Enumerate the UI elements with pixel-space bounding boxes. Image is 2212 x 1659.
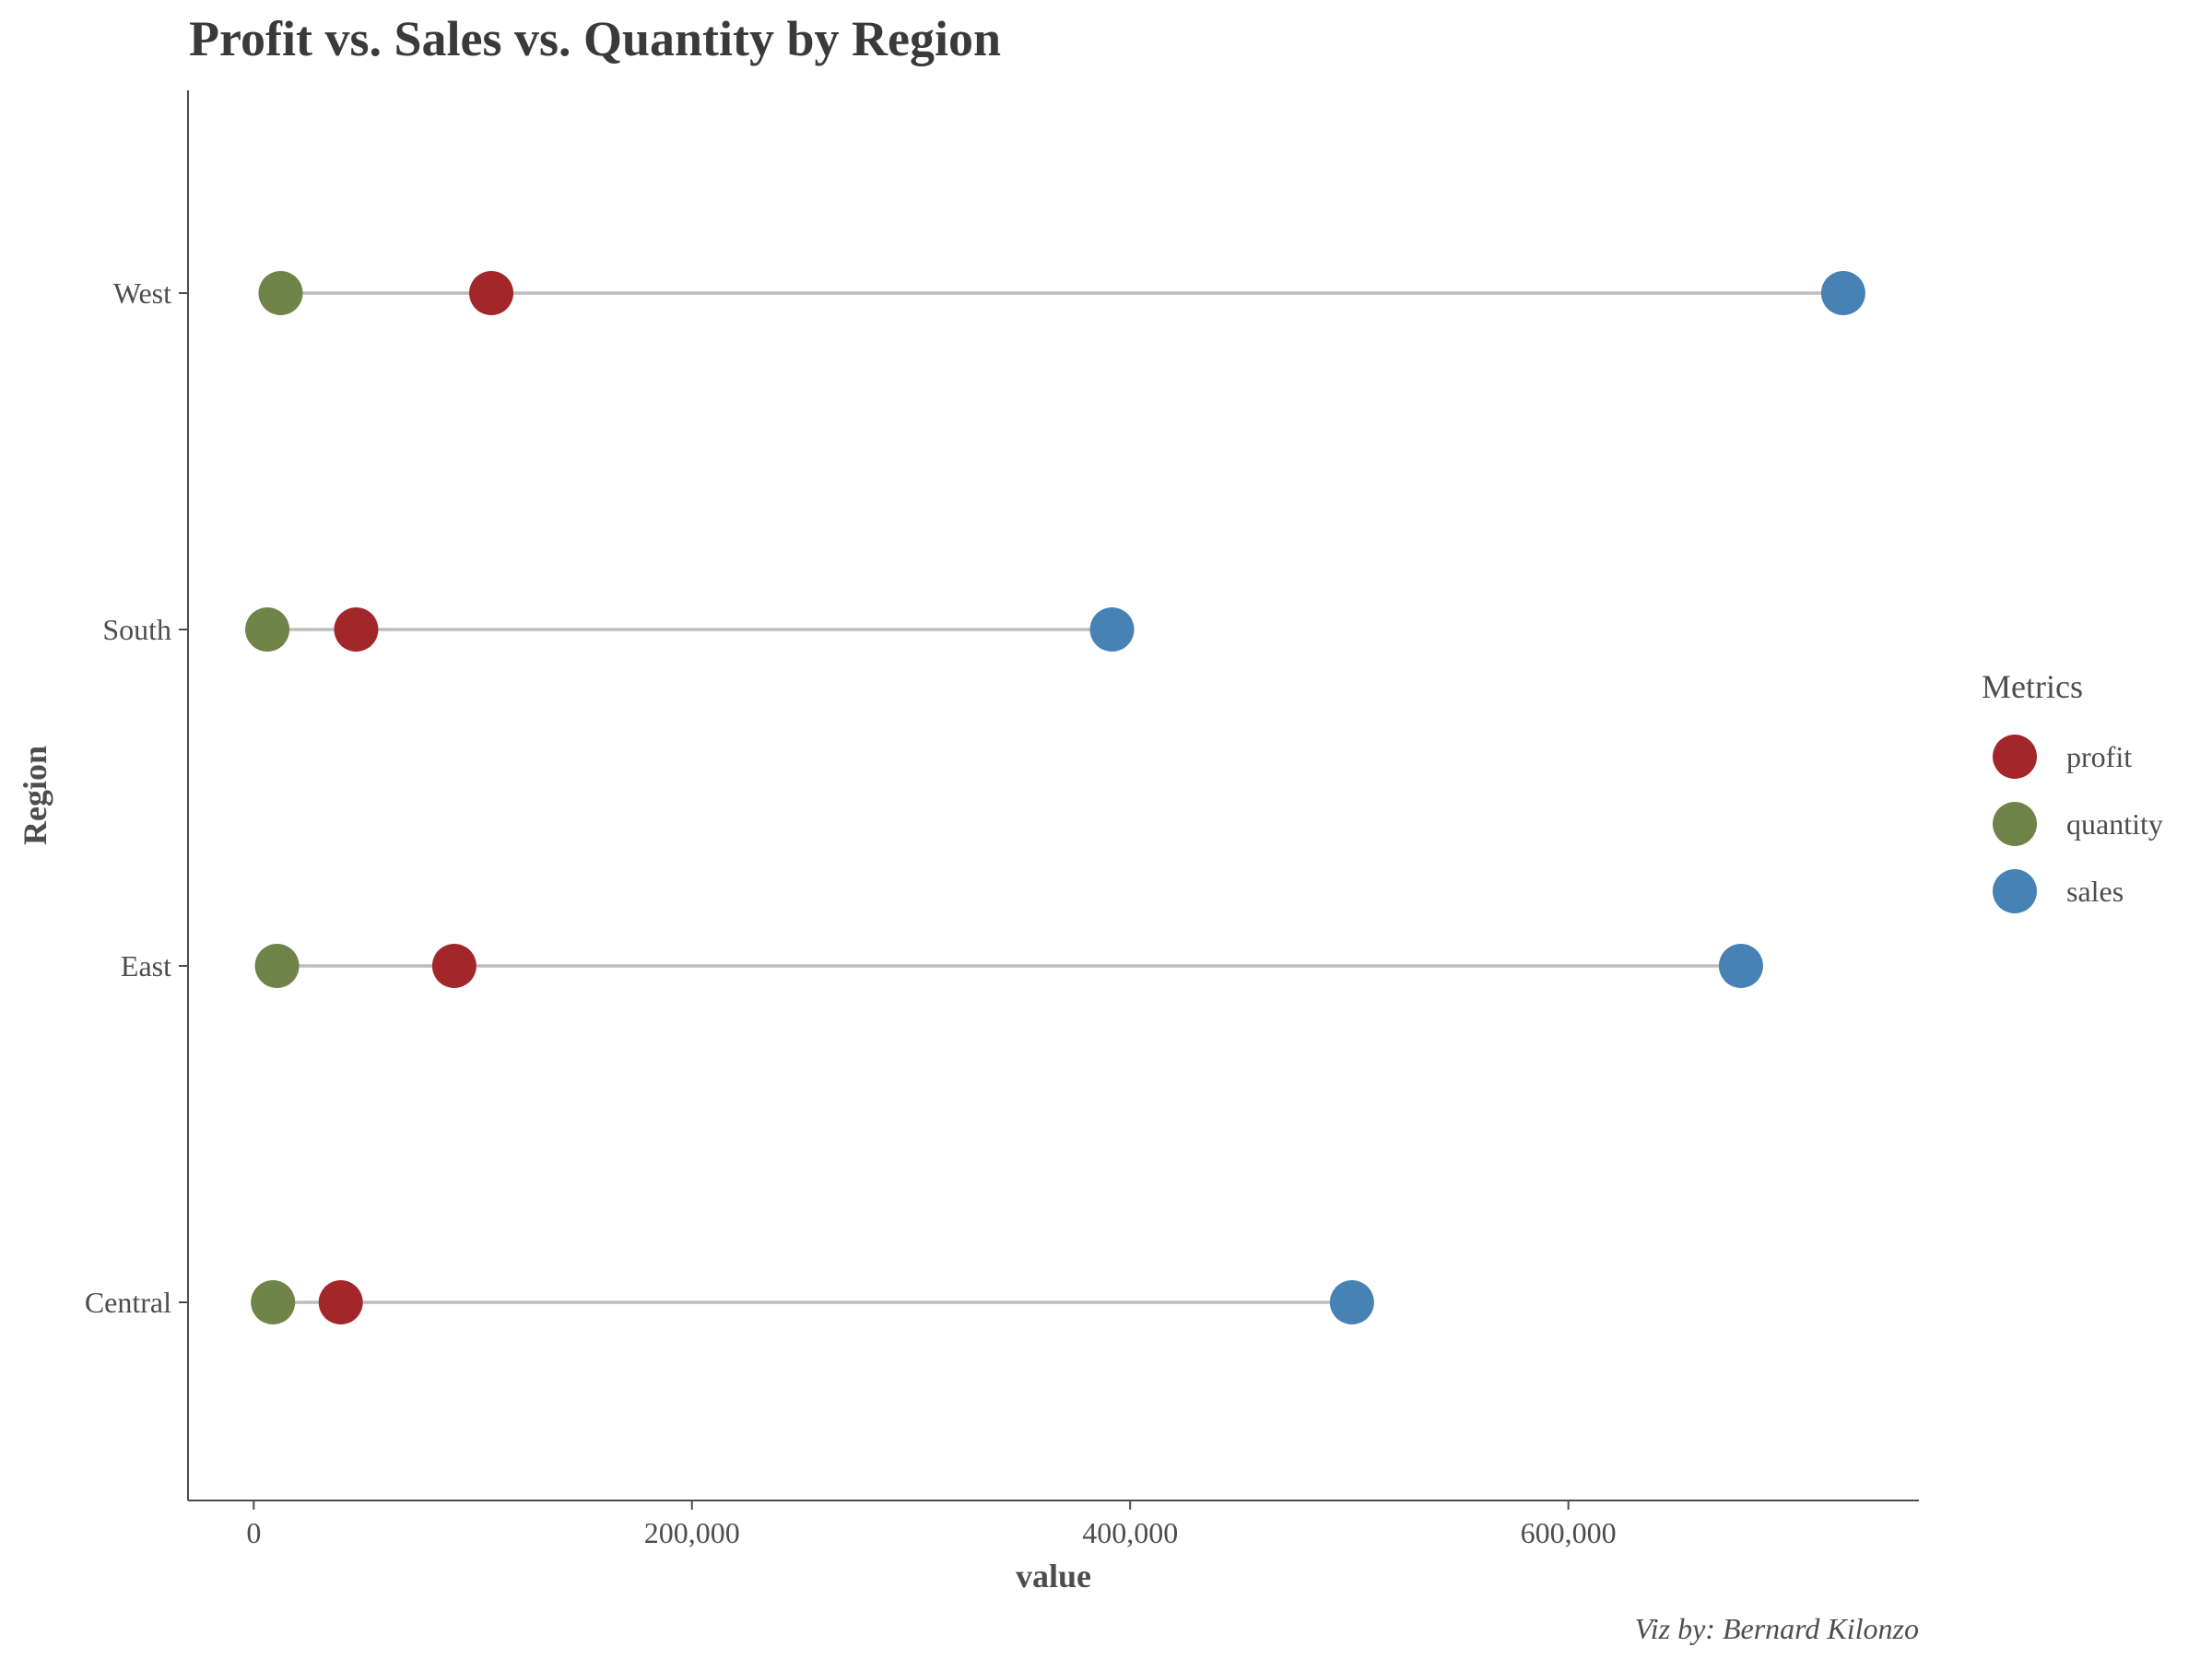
chart-title: Profit vs. Sales vs. Quantity by Region (189, 11, 1001, 66)
legend-key-profit (1993, 735, 2037, 779)
legend-title: Metrics (1982, 668, 2083, 705)
x-tick-label: 400,000 (1082, 1516, 1178, 1549)
legend-label-sales: sales (2066, 875, 2124, 908)
y-tick-label: East (121, 949, 171, 982)
legend-key-quantity (1993, 802, 2037, 846)
x-tick-label: 0 (246, 1516, 261, 1549)
legend: Metrics profit quantity sales (1982, 668, 2163, 913)
y-axis-title: Region (17, 746, 53, 845)
quantity-point (254, 944, 300, 988)
sales-point (1820, 271, 1865, 315)
x-tick-label: 600,000 (1521, 1516, 1617, 1549)
profit-point (318, 1280, 363, 1324)
x-axis: 0 200,000 400,000 600,000 (246, 1500, 1617, 1549)
profit-point (334, 607, 379, 652)
x-axis-title: value (1016, 1558, 1091, 1594)
legend-label-quantity: quantity (2066, 807, 2163, 841)
caption: Viz by: Bernard Kilonzo (1635, 1612, 1919, 1645)
sales-point (1089, 607, 1135, 652)
y-tick-label: Central (85, 1286, 171, 1319)
profit-point (469, 271, 514, 315)
y-tick-label: West (113, 276, 171, 310)
x-tick-label: 200,000 (644, 1516, 740, 1549)
legend-items: profit quantity sales (1993, 735, 2163, 913)
quantity-point (258, 271, 303, 315)
profit-point (431, 944, 477, 988)
data-points (245, 271, 1865, 1324)
sales-point (1329, 1280, 1374, 1324)
range-segments (267, 291, 1843, 1304)
plot-area (245, 271, 1865, 1324)
quantity-point (251, 1280, 296, 1324)
legend-label-profit: profit (2066, 740, 2132, 773)
y-axis: Central East South West (85, 276, 188, 1319)
y-tick-label: South (102, 613, 171, 646)
sales-point (1718, 944, 1763, 988)
legend-key-sales (1993, 869, 2037, 913)
quantity-point (245, 607, 290, 652)
